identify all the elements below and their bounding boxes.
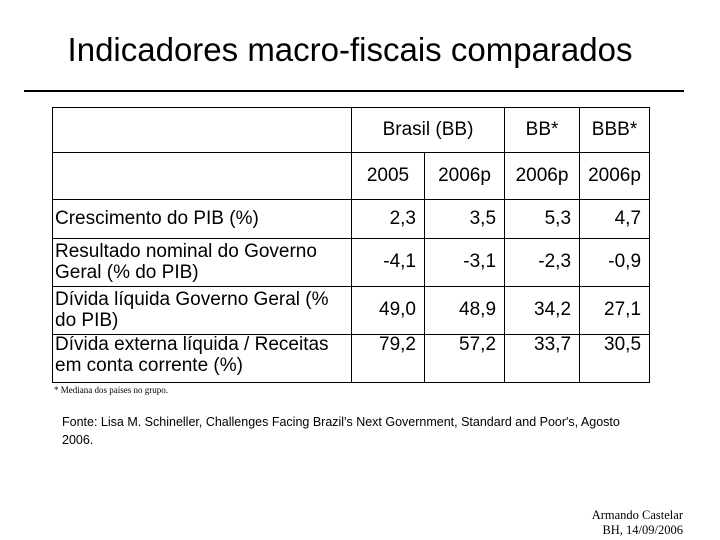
table-cell: 49,0 bbox=[351, 286, 425, 335]
table-row: Crescimento do PIB (%) 2,3 3,5 5,3 4,7 bbox=[52, 199, 651, 239]
table-cell: -3,1 bbox=[423, 238, 506, 287]
table-cell: 27,1 bbox=[579, 286, 651, 335]
table-cell: 4,7 bbox=[579, 199, 651, 239]
table-cell: -0,9 bbox=[579, 238, 651, 287]
table-cell: -4,1 bbox=[351, 238, 425, 287]
author-name: Armando Castelar bbox=[591, 508, 683, 522]
year-header: 2006p bbox=[504, 152, 581, 200]
table-row: Dívida externa líquida / Receitas em con… bbox=[52, 334, 651, 383]
table-cell: 2,3 bbox=[351, 199, 425, 239]
table-cell: 3,5 bbox=[423, 199, 506, 239]
author-block: Armando Castelar BH, 14/09/2006 bbox=[592, 508, 683, 538]
table-row: Resultado nominal do Governo Geral (% do… bbox=[52, 238, 651, 287]
table-header-row-groups: Brasil (BB) BB* BBB* bbox=[52, 107, 651, 153]
slide-title: Indicadores macro-fiscais comparados bbox=[67, 31, 633, 68]
row-label: Resultado nominal do Governo Geral (% do… bbox=[52, 238, 352, 287]
table-cell: 30,5 bbox=[579, 334, 651, 383]
header-bbb: BBB* bbox=[579, 107, 651, 153]
table-cell: -2,3 bbox=[504, 238, 581, 287]
row-label: Crescimento do PIB (%) bbox=[52, 199, 352, 239]
title-divider bbox=[24, 90, 684, 92]
indicators-table: Brasil (BB) BB* BBB* 2005 2006p 2006p 20… bbox=[52, 107, 651, 383]
year-header: 2005 bbox=[351, 152, 425, 200]
table-cell: 79,2 bbox=[351, 334, 425, 383]
header-brasil-bb: Brasil (BB) bbox=[350, 107, 506, 153]
row-label: Dívida externa líquida / Receitas em con… bbox=[52, 334, 352, 383]
year-header: 2006p bbox=[579, 152, 651, 200]
author-location-date: BH, 14/09/2006 bbox=[602, 523, 683, 537]
table-cell: 34,2 bbox=[504, 286, 581, 335]
table-corner-cell bbox=[52, 107, 352, 153]
table-cell: 33,7 bbox=[504, 334, 581, 383]
table-footnote: * Mediana dos países no grupo. bbox=[54, 385, 168, 395]
table-cell: 5,3 bbox=[504, 199, 581, 239]
table-header-row-years: 2005 2006p 2006p 2006p bbox=[52, 152, 651, 200]
table-cell: 57,2 bbox=[423, 334, 506, 383]
table-row: Dívida líquida Governo Geral (% do PIB) … bbox=[52, 286, 651, 335]
table-cell: 48,9 bbox=[423, 286, 506, 335]
table-corner-cell bbox=[52, 152, 352, 200]
source-citation: Fonte: Lisa M. Schineller, Challenges Fa… bbox=[62, 415, 620, 447]
header-bb: BB* bbox=[504, 107, 581, 153]
row-label: Dívida líquida Governo Geral (% do PIB) bbox=[52, 286, 352, 335]
year-header: 2006p bbox=[423, 152, 506, 200]
